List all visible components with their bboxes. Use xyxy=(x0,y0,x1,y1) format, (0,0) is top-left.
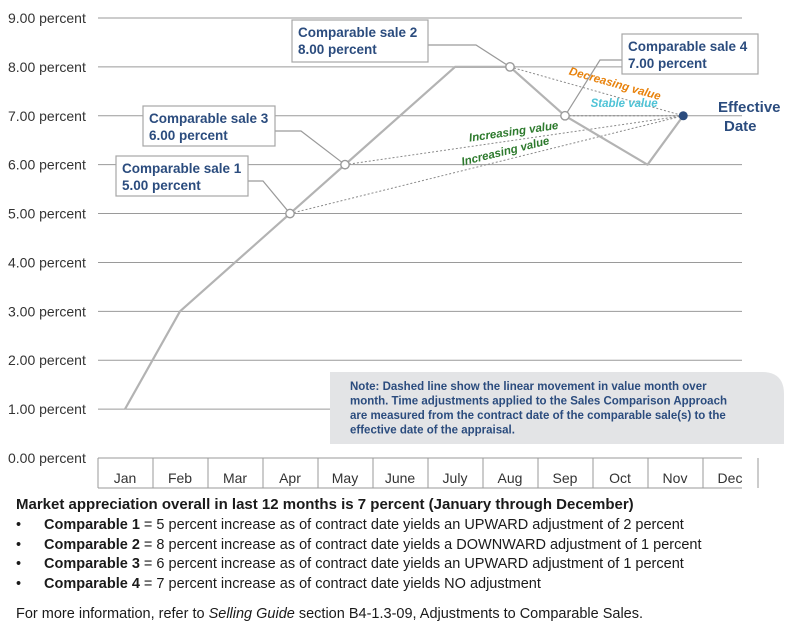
callout-box xyxy=(291,19,429,63)
y-tick-label: 5.00 percent xyxy=(8,206,86,222)
y-tick-label: 2.00 percent xyxy=(8,352,86,368)
comparable-text: = 5 percent increase as of contract date… xyxy=(139,517,684,533)
trend-line xyxy=(289,115,684,215)
callout-leader xyxy=(248,180,291,214)
bullet: • xyxy=(16,575,22,592)
x-tick-label: Jan xyxy=(114,470,137,486)
x-tick-label: July xyxy=(443,470,468,486)
trend-lines xyxy=(289,66,684,215)
callout-leader xyxy=(275,130,346,166)
comparable-point xyxy=(505,61,515,72)
bullet: • xyxy=(16,517,22,533)
callout-box xyxy=(621,33,759,75)
list-item: • Comparable 1 = 5 percent increase as of… xyxy=(16,516,786,536)
callout-box xyxy=(142,105,276,147)
callout-value: 8.00 percent xyxy=(298,42,377,57)
selling-guide-link-text: Selling Guide xyxy=(208,606,295,622)
callout-title: Comparable sale 4 xyxy=(628,39,748,54)
comparable-label: Comparable 3 xyxy=(44,556,140,572)
effective-date-label: Effective xyxy=(718,99,781,116)
note-box xyxy=(330,372,784,444)
bullet: • xyxy=(16,556,22,572)
x-tick-label: Aug xyxy=(498,470,523,486)
comparable-label: Comparable 4 xyxy=(44,575,140,592)
y-tick-label: 4.00 percent xyxy=(8,254,86,270)
summary-section: Market appreciation overall in last 12 m… xyxy=(16,496,786,637)
x-tick-label: June xyxy=(385,470,416,486)
effective-date-point xyxy=(678,111,688,121)
callout-leader xyxy=(564,59,622,117)
x-tick-label: May xyxy=(332,470,358,486)
note-line: month. Time adjustments applied to the S… xyxy=(350,396,727,408)
note-line: are measured from the contract date of t… xyxy=(350,410,726,422)
comparable-point xyxy=(340,159,350,170)
y-tick-label: 3.00 percent xyxy=(8,303,86,319)
axis-layer: 0.00 percent 1.00 percent 2.00 percent 3.00… xyxy=(8,10,759,489)
callout-value: 6.00 percent xyxy=(149,128,228,143)
comparable-text: = 6 percent increase as of contract date… xyxy=(139,556,684,572)
note-layer: Note: Dashed line show the linear moveme… xyxy=(330,372,784,444)
y-tick-label: 0.00 percent xyxy=(8,450,86,466)
callout-value: 5.00 percent xyxy=(122,178,201,193)
market-appreciation-chart: 0.00 percent 1.00 percent 2.00 percent 3.00… xyxy=(8,10,784,489)
x-tick-label: Apr xyxy=(279,470,301,486)
x-tick-label: Nov xyxy=(663,470,688,486)
y-tick-label: 8.00 percent xyxy=(8,59,86,75)
callout-value: 7.00 percent xyxy=(628,56,707,71)
x-tick-label: Mar xyxy=(223,470,247,486)
callout-title: Comparable sale 3 xyxy=(149,111,269,126)
list-item: • Comparable 3 = 6 percent increase as of… xyxy=(16,555,786,575)
x-tick-label: Sep xyxy=(553,470,578,486)
callout-leader xyxy=(428,44,511,68)
footer-prefix: For more information, refer to xyxy=(16,606,209,622)
comparable-label: Comparable 2 xyxy=(44,536,140,553)
y-tick-label: 9.00 percent xyxy=(8,10,86,26)
comparable-point xyxy=(285,208,295,219)
list-item: • Comparable 4 = 7 percent increase as of… xyxy=(16,575,786,595)
footer-reference: For more information, refer to Selling G… xyxy=(16,606,786,622)
note-line: Note: Dashed line show the linear moveme… xyxy=(350,381,707,393)
effective-date-label: Date xyxy=(724,118,757,135)
note-line: effective date of the appraisal. xyxy=(350,425,515,437)
x-tick-label: Feb xyxy=(168,470,192,486)
y-tick-label: 1.00 percent xyxy=(8,401,86,417)
callout-title: Comparable sale 1 xyxy=(122,161,242,176)
callout-title: Comparable sale 2 xyxy=(298,25,417,40)
comparable-text: = 8 percent increase as of contract date… xyxy=(139,536,702,553)
comparable-point xyxy=(560,110,570,121)
x-tick-label: Dec xyxy=(718,470,743,486)
x-tick-label: Oct xyxy=(609,470,631,486)
list-item: • Comparable 2 = 8 percent increase as of… xyxy=(16,536,786,556)
comparable-label: Comparable 1 xyxy=(44,517,140,533)
y-tick-label: 7.00 percent xyxy=(8,108,86,124)
comparable-list: • Comparable 1 = 5 percent increase as of… xyxy=(16,516,786,594)
comparable-text: = 7 percent increase as of contract date… xyxy=(139,575,541,592)
y-tick-label: 6.00 percent xyxy=(8,157,86,173)
callout-box xyxy=(115,155,249,197)
trend-label: Stable value xyxy=(591,98,659,110)
footer-suffix: section B4-1.3-09, Adjustments to Compar… xyxy=(294,606,644,622)
bullet: • xyxy=(16,536,22,553)
trend-line xyxy=(344,115,684,166)
summary-headline: Market appreciation overall in last 12 m… xyxy=(16,496,634,513)
